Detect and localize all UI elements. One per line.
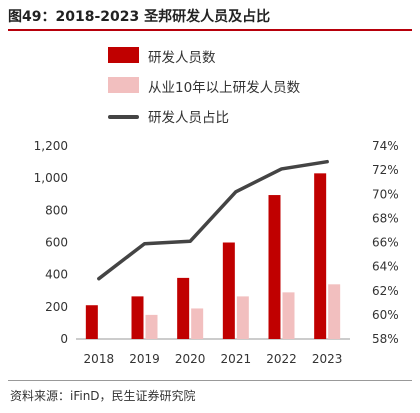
left-tick-label: 800 [45,203,68,217]
left-tick-label: 0 [60,332,68,346]
bar-senior-staff [282,292,295,339]
legend-label-ratio: 研发人员占比 [148,110,229,126]
legend-swatch-senior-staff [108,77,139,93]
legend-swatch-ratio [108,115,139,119]
bar-senior-staff [328,284,341,339]
line-ratio [97,159,329,281]
source-note: 资料来源：iFinD，民生证券研究院 [10,389,196,403]
x-tick-label: 2021 [221,352,252,366]
x-tick-label: 2022 [266,352,297,366]
legend-swatch-rd-staff [108,47,139,63]
left-tick-label: 600 [45,236,68,250]
bar-rd-staff [268,195,281,339]
chart-title: 图49：2018-2023 圣邦研发人员及占比 [8,9,271,25]
bar-rd-staff [85,305,98,339]
left-tick-label: 1,000 [34,171,68,185]
right-tick-label: 70% [372,187,399,201]
bar-rd-staff [177,277,190,339]
right-tick-label: 64% [372,260,399,274]
bar-rd-staff [222,242,235,339]
bar-rd-staff [314,173,327,339]
right-tick-label: 66% [372,236,399,250]
x-tick-label: 2020 [175,352,206,366]
right-tick-label: 60% [372,308,399,322]
legend-label-senior-staff: 从业10年以上研发人员数 [148,80,301,96]
right-tick-label: 62% [372,284,399,298]
x-tick-label: 2018 [84,352,115,366]
legend-label-rd-staff: 研发人员数 [148,50,216,66]
x-tick-label: 2019 [129,352,160,366]
bar-senior-staff [191,308,204,339]
bar-senior-staff [236,296,249,339]
x-tick-label: 2023 [312,352,343,366]
chart-plot: 0 200 400 600 800 1,000 1,200 58% 60% 62% 64% 66% 68… [34,139,399,366]
right-tick-label: 74% [372,139,399,153]
right-tick-label: 72% [372,163,399,177]
left-tick-label: 1,200 [34,139,68,153]
bar-senior-staff [145,314,158,339]
footer-divider [8,380,412,381]
title-divider [8,29,412,31]
right-tick-label: 68% [372,211,399,225]
right-tick-label: 58% [372,332,399,346]
bar-rd-staff [131,296,144,339]
left-tick-label: 200 [45,300,68,314]
left-tick-label: 400 [45,268,68,282]
